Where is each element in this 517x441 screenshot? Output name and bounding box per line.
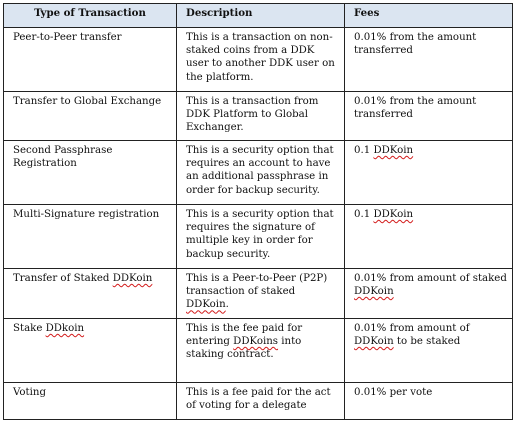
- cell-type: Transfer to Global Exchange: [4, 92, 177, 141]
- table-row: Peer-to-Peer transfer This is a transact…: [4, 28, 513, 92]
- cell-text: Transfer of Staked: [13, 273, 113, 284]
- cell-text: 0.01% from amount of staked: [354, 273, 507, 284]
- header-description: Description: [177, 4, 345, 28]
- table-row: Second Passphrase Registration This is a…: [4, 141, 513, 205]
- spellcheck-word: DDKoin: [373, 209, 413, 220]
- cell-fees: 0.01% per vote: [345, 383, 513, 420]
- header-type-of-transaction: Type of Transaction: [4, 4, 177, 28]
- cell-text: Voting: [13, 387, 46, 398]
- cell-type: Multi-Signature registration: [4, 205, 177, 269]
- cell-description: This is a transaction from DDK Platform …: [177, 92, 345, 141]
- cell-text: 0.01% per vote: [354, 387, 432, 398]
- cell-description: This is a transaction on non-staked coin…: [177, 28, 345, 92]
- cell-text: This is a Peer-to-Peer (P2P) transaction…: [186, 273, 327, 297]
- table-row: Voting This is a fee paid for the act of…: [4, 383, 513, 420]
- spellcheck-word: DDKoin: [113, 273, 153, 284]
- cell-fees: 0.01% from the amount transferred: [345, 28, 513, 92]
- cell-fees: 0.01% from amount of staked DDKoin: [345, 269, 513, 319]
- transaction-fees-table: Type of Transaction Description Fees Pee…: [3, 3, 513, 420]
- cell-description: This is a security option that requires …: [177, 205, 345, 269]
- cell-text: Transfer to Global Exchange: [13, 96, 161, 107]
- table-row: Transfer to Global Exchange This is a tr…: [4, 92, 513, 141]
- cell-description: This is the fee paid for entering DDKoin…: [177, 319, 345, 383]
- cell-fees: 0.01% from the amount transferred: [345, 92, 513, 141]
- cell-type: Second Passphrase Registration: [4, 141, 177, 205]
- cell-type: Voting: [4, 383, 177, 420]
- cell-text: 0.01% from amount of: [354, 323, 470, 334]
- cell-text: 0.1: [354, 145, 373, 156]
- cell-text: This is a security option that requires …: [186, 209, 334, 260]
- spellcheck-word: DDkoin: [46, 323, 84, 334]
- cell-text: to be staked: [394, 336, 461, 347]
- spellcheck-word: DDKoin: [186, 299, 226, 310]
- spellcheck-word: DDKoin: [354, 336, 394, 347]
- header-fees: Fees: [345, 4, 513, 28]
- cell-fees: 0.1 DDKoin: [345, 141, 513, 205]
- cell-text: 0.1: [354, 209, 373, 220]
- cell-description: This is a fee paid for the act of voting…: [177, 383, 345, 420]
- cell-type: Stake DDkoin: [4, 319, 177, 383]
- cell-text: This is a security option that requires …: [186, 145, 334, 196]
- cell-fees: 0.1 DDKoin: [345, 205, 513, 269]
- cell-text: This is a transaction on non-staked coin…: [186, 32, 335, 83]
- cell-text: 0.01% from the amount transferred: [354, 32, 476, 56]
- cell-type: Transfer of Staked DDKoin: [4, 269, 177, 319]
- table-row: Transfer of Staked DDKoin This is a Peer…: [4, 269, 513, 319]
- cell-text: Stake: [13, 323, 46, 334]
- spellcheck-word: DDKoin: [373, 145, 413, 156]
- cell-text: Peer-to-Peer transfer: [13, 32, 122, 43]
- table-row: Multi-Signature registration This is a s…: [4, 205, 513, 269]
- cell-text: This is a transaction from DDK Platform …: [186, 96, 318, 133]
- cell-fees: 0.01% from amount of DDKoin to be staked: [345, 319, 513, 383]
- cell-text: Second Passphrase Registration: [13, 145, 112, 169]
- cell-text: This is a fee paid for the act of voting…: [186, 387, 331, 411]
- spellcheck-word: DDKoins: [233, 336, 278, 347]
- table-row: Stake DDkoin This is the fee paid for en…: [4, 319, 513, 383]
- table-header-row: Type of Transaction Description Fees: [4, 4, 513, 28]
- cell-description: This is a Peer-to-Peer (P2P) transaction…: [177, 269, 345, 319]
- cell-description: This is a security option that requires …: [177, 141, 345, 205]
- cell-type: Peer-to-Peer transfer: [4, 28, 177, 92]
- cell-text: 0.01% from the amount transferred: [354, 96, 476, 120]
- cell-text: Multi-Signature registration: [13, 209, 159, 220]
- cell-text: .: [226, 299, 229, 310]
- spellcheck-word: DDKoin: [354, 286, 394, 297]
